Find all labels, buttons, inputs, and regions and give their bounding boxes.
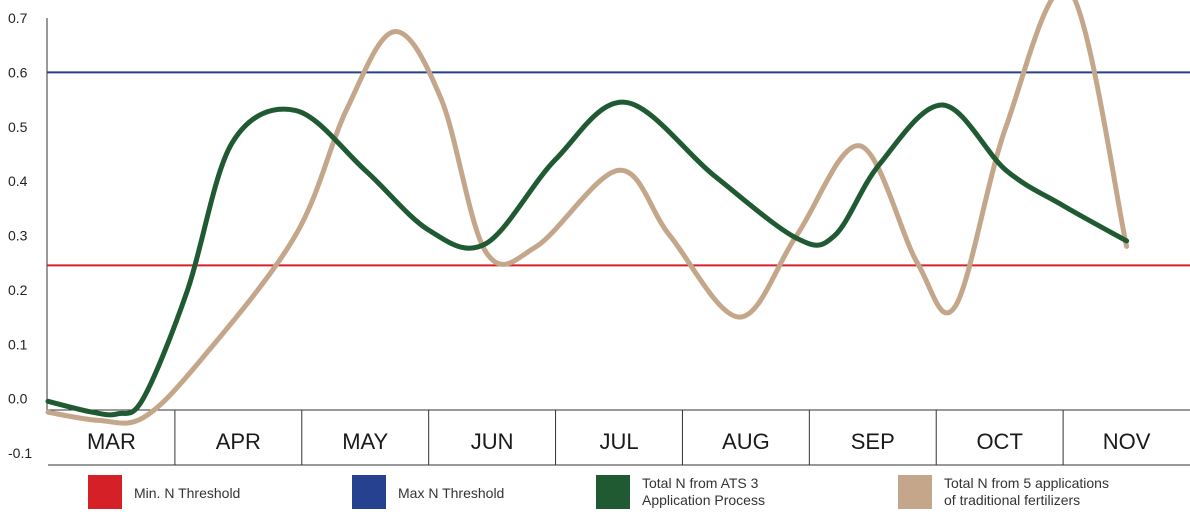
month-label-nov: NOV: [1103, 429, 1151, 454]
legend: Min. N Threshold Max N Threshold Total N f…: [88, 475, 1109, 509]
y-tick-label: -0.1: [8, 445, 32, 461]
y-tick-label: 0.5: [8, 119, 28, 135]
legend-label: Max N Threshold: [398, 485, 504, 501]
legend-label: Total N from 5 applications of traditiona…: [944, 475, 1109, 508]
legend-label: Total N from ATS 3 Application Process: [642, 475, 765, 508]
month-label-jun: JUN: [471, 429, 514, 454]
month-label-sep: SEP: [851, 429, 895, 454]
series-line-ats3: [45, 99, 1130, 418]
month-label-jul: JUL: [599, 429, 638, 454]
month-band: MAR APR MAY JUN JUL AUG SEP OCT NOV: [48, 409, 1190, 466]
legend-swatch: [596, 475, 630, 509]
series-line-traditional: [45, 0, 1130, 426]
month-label-oct: OCT: [976, 429, 1022, 454]
y-tick-label: 0.2: [8, 282, 28, 298]
month-label-may: MAY: [342, 429, 388, 454]
y-tick-label: 0.0: [8, 391, 28, 407]
y-tick-label: 0.3: [8, 228, 28, 244]
legend-swatch: [88, 475, 122, 509]
month-label-aug: AUG: [722, 429, 770, 454]
y-axis-tick-labels: 0.7 0.6 0.5 0.4 0.3 0.2 0.1 0.0 -0.1: [8, 10, 32, 461]
y-tick-label: 0.1: [8, 336, 28, 352]
y-tick-label: 0.6: [8, 64, 28, 80]
legend-label: Min. N Threshold: [134, 485, 240, 501]
y-tick-label: 0.4: [8, 173, 28, 189]
threshold-lines: [47, 71, 1190, 267]
month-label-apr: APR: [216, 429, 261, 454]
series-lines: [45, 0, 1130, 426]
legend-swatch: [352, 475, 386, 509]
y-tick-label: 0.7: [8, 10, 28, 26]
legend-swatch: [898, 475, 932, 509]
month-label-mar: MAR: [87, 429, 136, 454]
